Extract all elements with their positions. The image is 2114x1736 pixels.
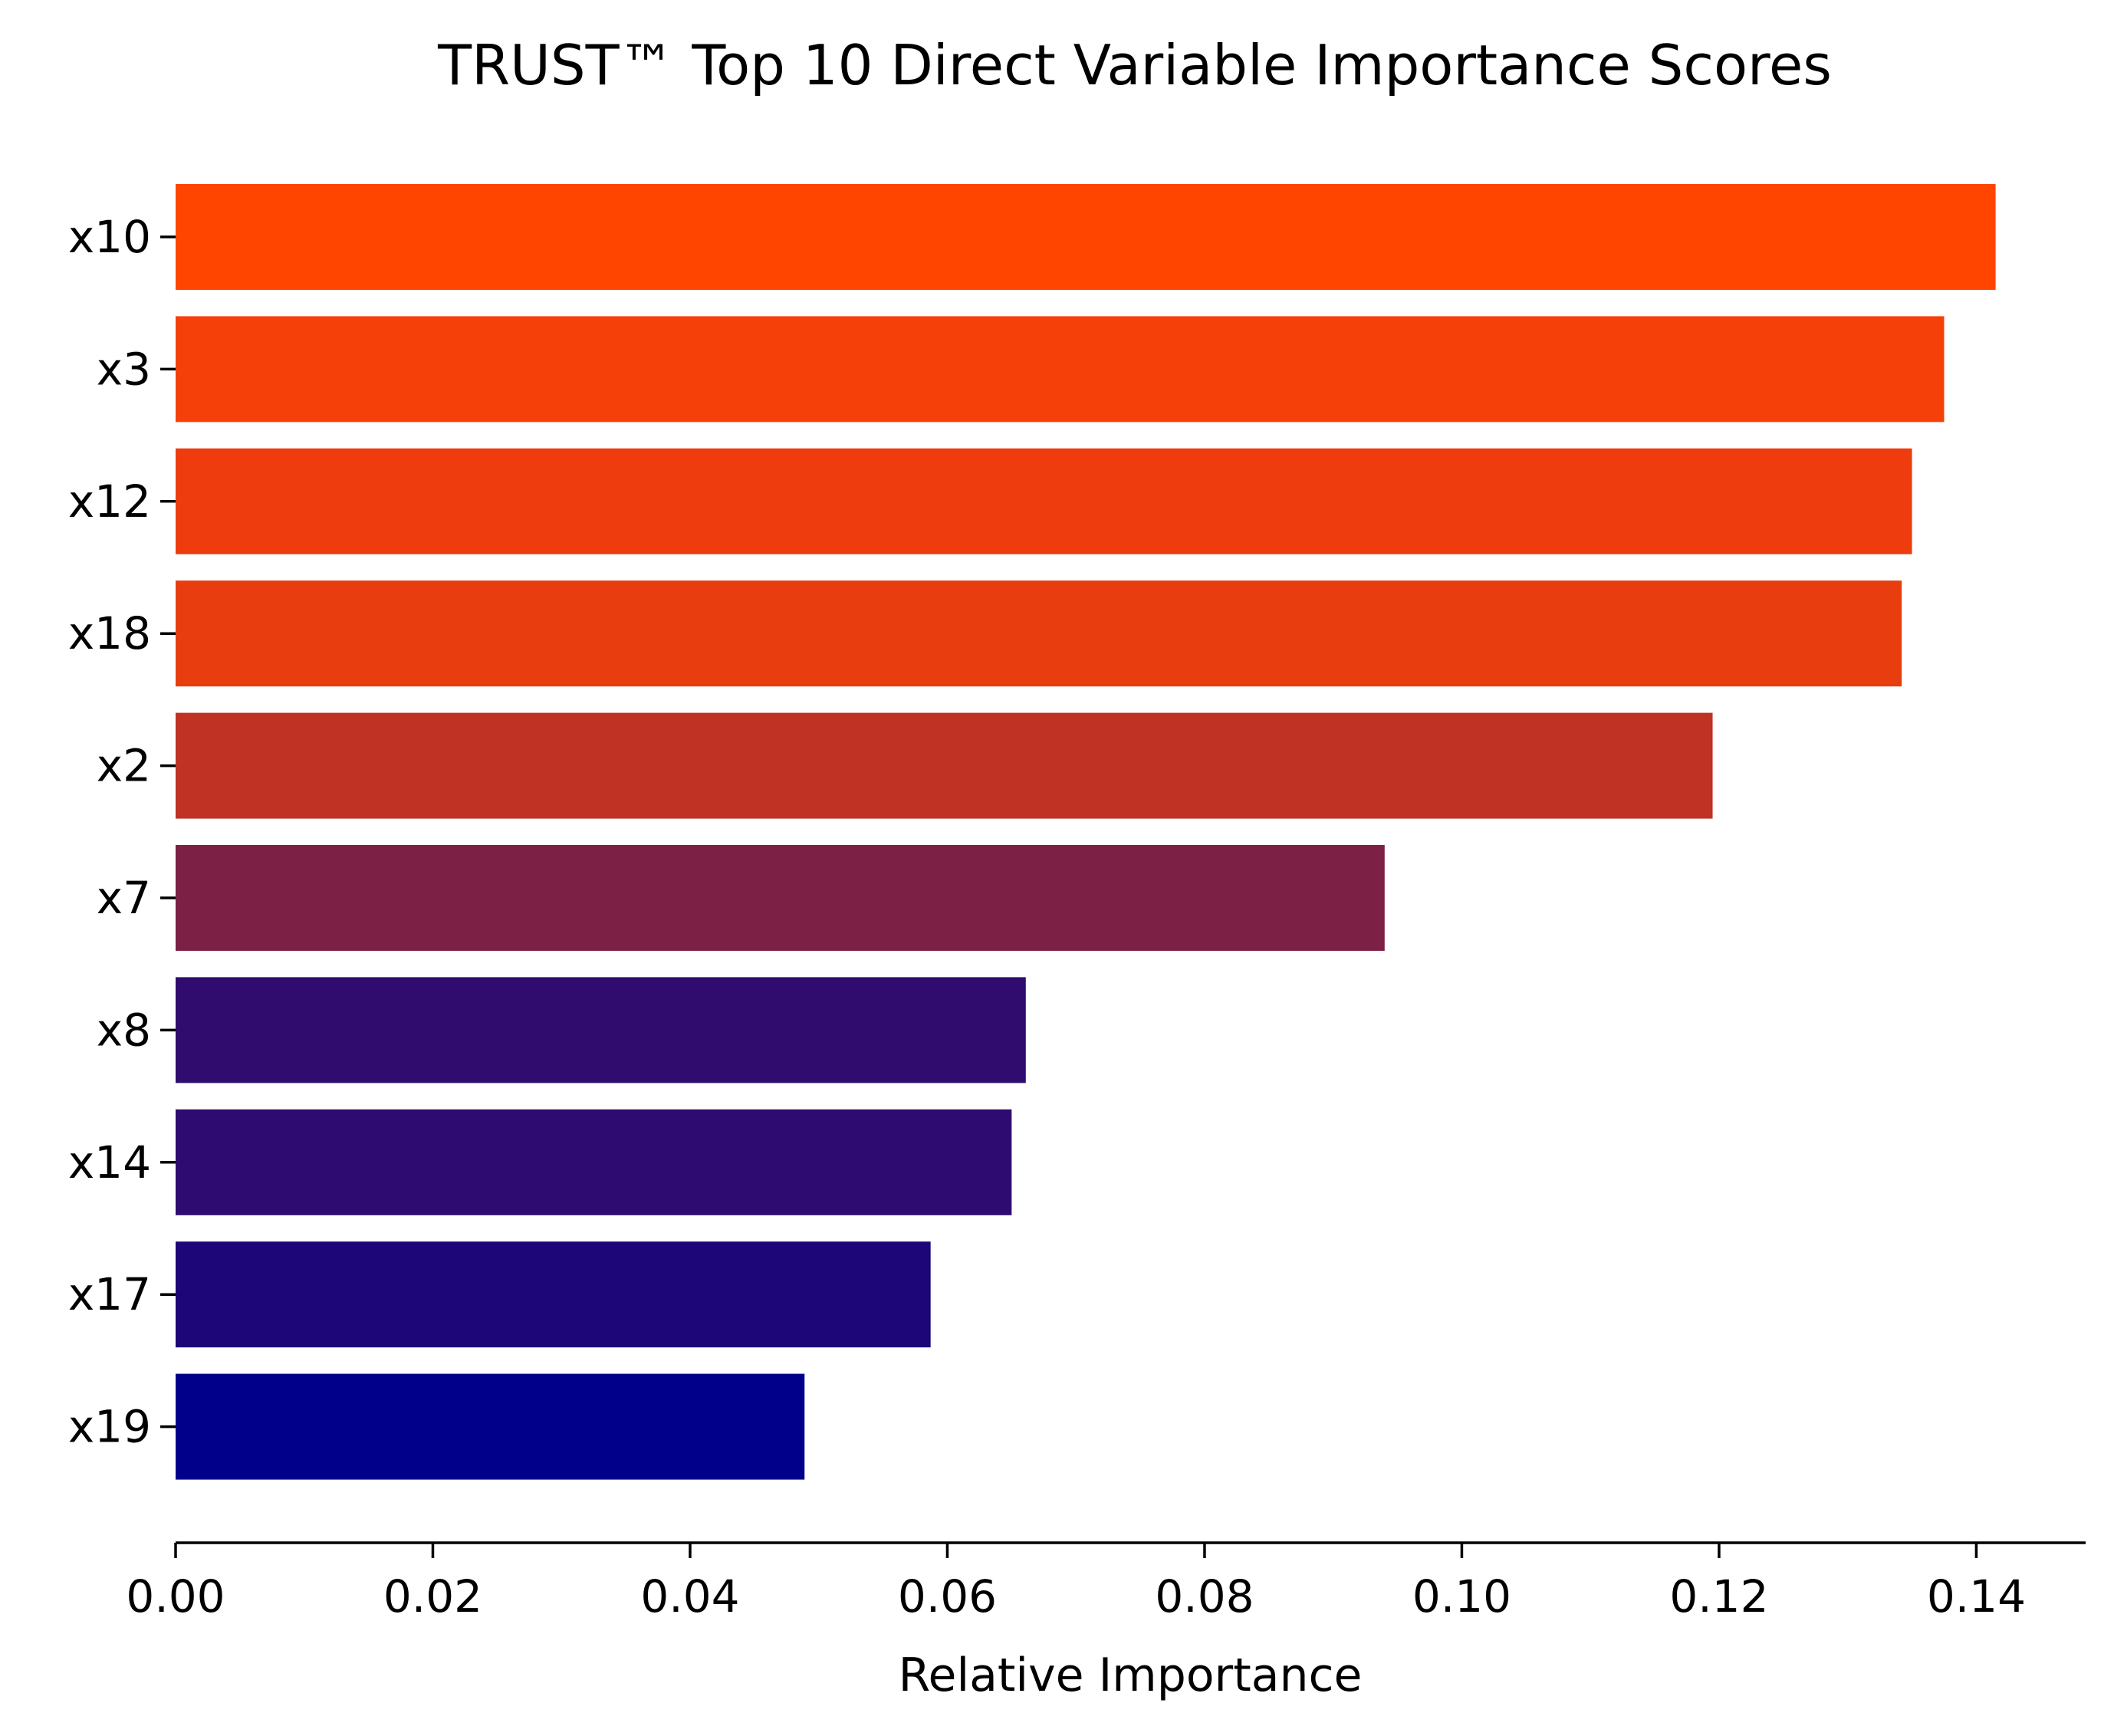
x-tick-label-0.12: 0.12 <box>1669 1570 1768 1623</box>
bar-x10 <box>176 184 1996 290</box>
y-tick-label-x19: x19 <box>68 1401 151 1453</box>
y-tick-label-x2: x2 <box>97 740 151 792</box>
bar-x8 <box>176 977 1026 1083</box>
bar-x17 <box>176 1241 931 1348</box>
x-tick-label-0.04: 0.04 <box>640 1570 739 1623</box>
bar-x7 <box>176 845 1385 951</box>
x-tick-label-0.10: 0.10 <box>1412 1570 1511 1623</box>
y-tick-label-x14: x14 <box>68 1136 151 1189</box>
y-tick-label-x7: x7 <box>97 872 151 924</box>
x-axis: 0.00 0.02 0.04 0.06 0.08 0.10 0.12 0.14 <box>126 1541 2086 1623</box>
y-tick-label-x18: x18 <box>68 607 151 659</box>
y-tick-label-x8: x8 <box>97 1004 151 1056</box>
bars-group <box>176 184 1996 1480</box>
bar-x18 <box>176 580 1902 687</box>
x-tick-label-0.02: 0.02 <box>383 1570 482 1623</box>
bar-x19 <box>176 1373 805 1480</box>
y-tick-label-x12: x12 <box>68 475 151 528</box>
bar-x3 <box>176 316 1945 422</box>
x-tick-label-0.00: 0.00 <box>126 1570 225 1623</box>
x-tick-label-0.06: 0.06 <box>898 1570 997 1623</box>
bar-x12 <box>176 448 1912 554</box>
bar-x2 <box>176 712 1713 819</box>
y-tick-label-x10: x10 <box>68 211 151 263</box>
x-axis-label: Relative Importance <box>899 1649 1363 1702</box>
y-tick-label-x17: x17 <box>68 1268 151 1320</box>
bar-x14 <box>176 1109 1012 1215</box>
y-axis: x10 x3 x12 x18 x2 x7 x8 x14 x17 x19 <box>68 211 176 1453</box>
x-tick-label-0.08: 0.08 <box>1155 1570 1254 1623</box>
y-tick-label-x3: x3 <box>97 343 151 395</box>
chart-title: TRUST™ Top 10 Direct Variable Importance… <box>437 33 1832 97</box>
x-tick-label-0.14: 0.14 <box>1927 1570 2026 1623</box>
